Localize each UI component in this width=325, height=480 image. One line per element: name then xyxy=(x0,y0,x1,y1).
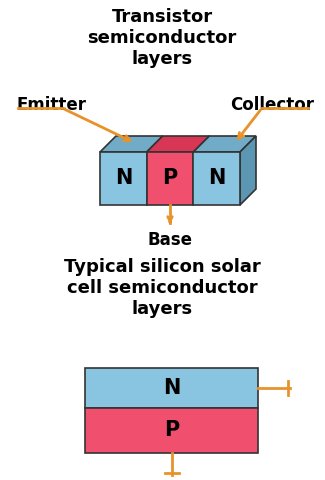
Polygon shape xyxy=(240,136,256,205)
Bar xyxy=(193,152,240,205)
Bar xyxy=(147,152,193,205)
Text: N: N xyxy=(163,378,180,398)
Polygon shape xyxy=(147,136,209,152)
Text: Typical silicon solar
cell semiconductor
layers: Typical silicon solar cell semiconductor… xyxy=(64,258,260,318)
Polygon shape xyxy=(100,136,163,152)
Text: N: N xyxy=(115,168,132,189)
Text: N: N xyxy=(208,168,225,189)
Polygon shape xyxy=(193,136,256,152)
Bar xyxy=(100,152,147,205)
Text: Transistor
semiconductor
layers: Transistor semiconductor layers xyxy=(87,8,237,68)
Text: P: P xyxy=(164,420,179,441)
Text: Base: Base xyxy=(148,231,192,249)
Text: P: P xyxy=(162,168,178,189)
Text: Collector: Collector xyxy=(230,96,314,114)
Bar xyxy=(85,408,258,453)
Text: Emitter: Emitter xyxy=(17,96,87,114)
Bar xyxy=(85,368,258,408)
